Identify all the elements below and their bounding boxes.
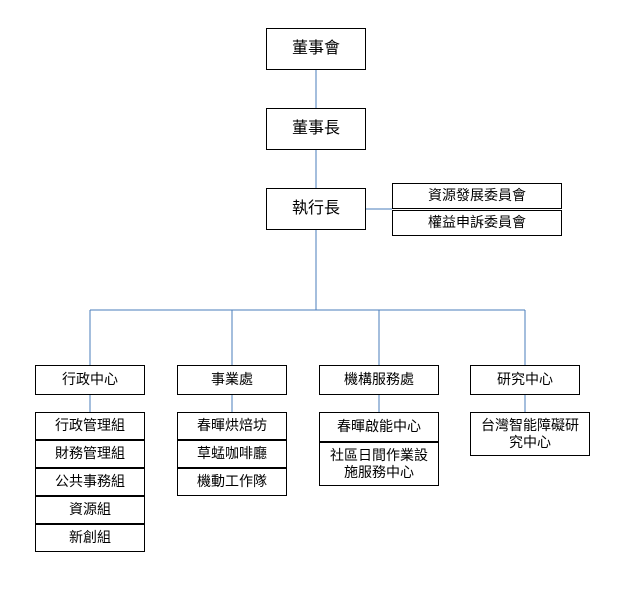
org-node-biz_1: 春暉烘焙坊	[177, 412, 287, 440]
org-node-label: 執行長	[292, 199, 340, 219]
org-node-admin_3: 公共事務組	[35, 468, 145, 496]
org-node-label: 財務管理組	[55, 445, 125, 463]
org-node-biz_2: 草蜢咖啡廳	[177, 440, 287, 468]
org-node-label: 權益申訴委員會	[428, 214, 526, 232]
org-node-label: 行政中心	[62, 371, 118, 389]
org-node-label: 機構服務處	[344, 371, 414, 389]
org-node-biz_3: 機動工作隊	[177, 468, 287, 496]
org-node-label: 董事會	[292, 39, 340, 59]
org-node-label: 研究中心	[497, 371, 553, 389]
org-node-label: 董事長	[292, 119, 340, 139]
org-node-research: 研究中心	[470, 365, 580, 395]
org-node-admin_5: 新創組	[35, 524, 145, 552]
org-node-admin_1: 行政管理組	[35, 412, 145, 440]
org-node-admin_2: 財務管理組	[35, 440, 145, 468]
org-node-committee2: 權益申訴委員會	[392, 210, 562, 236]
org-node-admin_center: 行政中心	[35, 365, 145, 395]
org-node-label: 台灣智能障礙研究中心	[475, 417, 585, 452]
org-node-label: 公共事務組	[55, 473, 125, 491]
org-node-committee1: 資源發展委員會	[392, 183, 562, 209]
org-node-label: 資源組	[69, 501, 111, 519]
org-node-label: 春暉烘焙坊	[197, 417, 267, 435]
org-node-admin_4: 資源組	[35, 496, 145, 524]
org-node-inst_1: 春暉啟能中心	[319, 412, 439, 442]
org-node-label: 行政管理組	[55, 417, 125, 435]
org-node-inst_2: 社區日間作業設施服務中心	[319, 442, 439, 486]
org-chart: 董事會董事長執行長 資源發展委員會權益申訴委員會行政中心 事業處 機構服務處 研究中心行…	[0, 0, 627, 610]
org-node-biz_dept: 事業處	[177, 365, 287, 395]
org-node-label: 機動工作隊	[197, 473, 267, 491]
org-node-label: 社區日間作業設施服務中心	[324, 447, 434, 482]
org-node-label: 新創組	[69, 529, 111, 547]
org-node-inst_dept: 機構服務處	[319, 365, 439, 395]
org-node-label: 春暉啟能中心	[337, 418, 421, 436]
org-node-label: 資源發展委員會	[428, 187, 526, 205]
org-node-res_1: 台灣智能障礙研究中心	[470, 412, 590, 456]
org-node-label: 草蜢咖啡廳	[197, 445, 267, 463]
org-node-ceo: 執行長	[266, 188, 366, 230]
org-node-label: 事業處	[211, 371, 253, 389]
org-node-chairman: 董事長	[266, 108, 366, 150]
org-node-board: 董事會	[266, 28, 366, 70]
